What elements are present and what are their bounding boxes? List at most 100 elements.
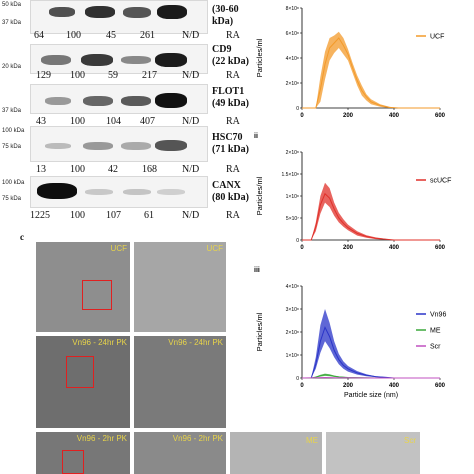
series-line-vn96 [302, 326, 440, 379]
x-tick-label: 0 [300, 113, 304, 119]
y-axis-label: Particles/ml [255, 38, 264, 77]
em-image-me: ME [230, 432, 322, 474]
blot-image-row-4 [30, 176, 208, 208]
y-tick-label: 1×10⁸ [286, 194, 299, 200]
x-tick-label: 0 [300, 245, 304, 251]
ra-value: 104 [106, 116, 121, 127]
protein-label: CANX (80 kDa) [212, 180, 249, 204]
ra-label: RA [226, 164, 240, 175]
x-tick-label: 400 [389, 383, 400, 389]
protein-name-line: CANX [212, 180, 241, 191]
em-label: Vn96 - 24hr PK [72, 338, 127, 347]
legend-label: Scr [430, 344, 441, 351]
legend-label: UCF [430, 34, 444, 41]
ra-value: 129 [36, 70, 51, 81]
protein-size-line: (49 kDa) [212, 98, 249, 109]
ra-value: 107 [106, 210, 121, 221]
protein-size-line: (80 kDa) [212, 192, 249, 203]
ra-value: N/D [182, 116, 200, 127]
protein-size-line: (22 kDa) [212, 56, 249, 67]
x-tick-label: 200 [343, 113, 354, 119]
ra-value: 45 [106, 30, 116, 41]
ra-value: 168 [142, 164, 157, 175]
ra-value: 1225 [30, 210, 50, 221]
em-label: Vn96 - 2hr PK [76, 434, 127, 443]
series-line-ucf [302, 37, 440, 109]
blot-image-row-2 [30, 84, 208, 114]
y-tick-label: 8×10⁸ [286, 6, 299, 12]
series-line-scucf [302, 192, 440, 241]
y-tick-label: 2×10⁸ [286, 81, 299, 87]
x-tick-label: 600 [435, 113, 446, 119]
marker-label: 37 kDa [2, 108, 22, 114]
blot-image-row-3 [30, 126, 208, 162]
protein-name-line: CD9 [212, 44, 232, 55]
y-tick-label: 1.5×10⁸ [281, 172, 299, 178]
protein-name-line: (30-60 [212, 4, 239, 15]
panel-c-label: c [20, 232, 24, 242]
series-band-vn96 [302, 309, 440, 378]
x-tick-label: 600 [435, 383, 446, 389]
legend-label: scUCF [430, 178, 451, 185]
y-tick-label: 0 [296, 106, 299, 112]
em-label: ME [306, 436, 318, 445]
em-image-vn96-24hr: Vn96 - 24hr PK [36, 336, 130, 428]
panel-label: iii [254, 267, 260, 274]
y-tick-label: 4×10⁸ [286, 284, 299, 290]
protein-size-line: (71 kDa) [212, 144, 249, 155]
em-label: Vn96 - 24hr PK [168, 338, 223, 347]
blot-image-row-0 [30, 0, 208, 34]
em-label: UCF [110, 244, 127, 253]
ra-value: 261 [140, 30, 155, 41]
ra-value: 100 [70, 210, 85, 221]
panel-label: ii [254, 133, 258, 140]
ra-value: 59 [108, 70, 118, 81]
nta-charts: Particles/ml 0 2×10⁸ 4×10⁸ 6×10⁸ 8×10⁸ 0 200 400… [254, 6, 451, 399]
y-tick-label: 0 [296, 238, 299, 244]
protein-size-line: kDa) [212, 16, 234, 27]
marker-label: 50 kDa [2, 2, 22, 8]
em-label: Vn96 - 2hr PK [172, 434, 223, 443]
x-tick-label: 400 [389, 113, 400, 119]
ra-value: N/D [182, 30, 200, 41]
marker-label: 100 kDa [2, 128, 25, 134]
x-tick-label: 400 [389, 245, 400, 251]
ra-value: 13 [36, 164, 46, 175]
protein-name-line: HSC70 [212, 132, 243, 143]
y-tick-label: 0 [296, 376, 299, 382]
marker-label: 20 kDa [2, 64, 22, 70]
x-tick-label: 200 [343, 383, 354, 389]
legend-label: Vn96 [430, 312, 446, 319]
ra-value: 64 [34, 30, 44, 41]
y-axis-label: Particles/ml [255, 312, 264, 351]
protein-name-line: FLOT1 [212, 86, 245, 97]
protein-label: (30-60 kDa) [212, 4, 239, 28]
y-tick-label: 3×10⁸ [286, 307, 299, 313]
y-tick-label: 2×10⁸ [286, 150, 299, 156]
ra-value: 100 [70, 70, 85, 81]
marker-label: 75 kDa [2, 196, 22, 202]
blot-image-row-1 [30, 44, 208, 74]
ra-label: RA [226, 116, 240, 127]
em-image-ucf: UCF [36, 242, 130, 332]
ra-label: RA [226, 210, 240, 221]
ra-value: N/D [182, 70, 200, 81]
x-tick-label: 600 [435, 245, 446, 251]
em-label: UCF [206, 244, 223, 253]
series-band-scucf [302, 182, 440, 240]
marker-label: 75 kDa [2, 144, 22, 150]
ra-value: 100 [70, 116, 85, 127]
ra-value: 42 [108, 164, 118, 175]
em-image-vn96-2hr-zoom: Vn96 - 2hr PK [134, 432, 226, 474]
protein-label: FLOT1 (49 kDa) [212, 86, 249, 110]
y-tick-label: 1×10⁸ [286, 353, 299, 359]
em-image-vn96-2hr: Vn96 - 2hr PK [36, 432, 130, 474]
protein-label: HSC70 (71 kDa) [212, 132, 249, 156]
y-tick-label: 4×10⁸ [286, 56, 299, 62]
series-band-ucf [302, 31, 440, 108]
x-tick-label: 0 [300, 383, 304, 389]
marker-label: 37 kDa [2, 20, 22, 26]
em-image-vn96-24hr-zoom: Vn96 - 24hr PK [134, 336, 226, 428]
x-tick-label: 200 [343, 245, 354, 251]
em-label: Scr [404, 436, 416, 445]
